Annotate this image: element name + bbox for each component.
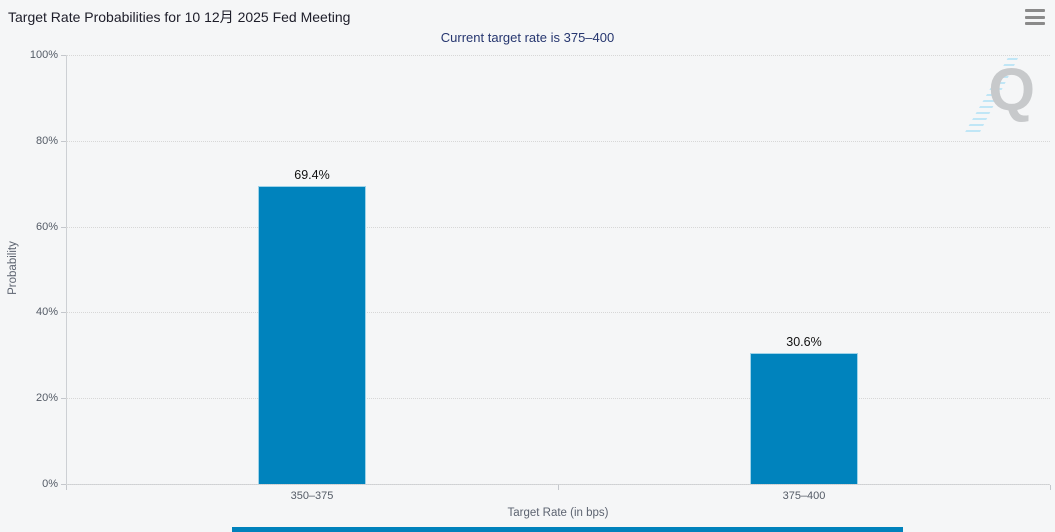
x-tick-mark [558, 485, 559, 490]
y-tick-label: 0% [42, 478, 58, 490]
hamburger-bar [1025, 9, 1045, 12]
y-axis-title: Probability [7, 241, 19, 295]
x-axis-title: Target Rate (in bps) [507, 507, 609, 519]
gridline [66, 484, 1050, 485]
x-tick-mark [1050, 485, 1051, 490]
y-axis-line [66, 55, 67, 488]
y-tick-label: 80% [35, 134, 58, 147]
hamburger-bar [1025, 22, 1045, 25]
gridline [66, 55, 1050, 56]
y-tick-mark [61, 312, 66, 314]
bar-value-label: 69.4% [294, 168, 330, 183]
y-tick-mark [61, 484, 66, 485]
chart-title: Target Rate Probabilities for 10 12月 202… [8, 9, 351, 25]
gridline [66, 312, 1050, 314]
chart-subtitle: Current target rate is 375–400 [440, 30, 615, 45]
y-tick-mark [61, 226, 66, 228]
y-tick-mark [61, 140, 66, 142]
bar-375-400[interactable] [750, 352, 858, 484]
gridline [66, 226, 1050, 228]
x-tick-label: 375–400 [782, 490, 826, 502]
bar-350-375[interactable] [258, 186, 366, 484]
hamburger-bar [1025, 15, 1045, 19]
y-tick-label: 40% [35, 306, 58, 319]
y-tick-label: 100% [29, 49, 58, 61]
x-tick-mark [66, 485, 67, 490]
x-tick-label: 350–375 [290, 490, 334, 502]
y-tick-label: 60% [35, 220, 58, 233]
y-tick-mark [61, 398, 66, 400]
hamburger-menu-button[interactable] [1025, 9, 1045, 25]
bar-value-label: 30.6% [786, 334, 822, 349]
y-tick-mark [61, 55, 66, 56]
bottom-accent-bar [232, 527, 903, 532]
gridline [66, 398, 1050, 400]
gridline [66, 140, 1050, 142]
y-tick-label: 20% [35, 392, 58, 405]
